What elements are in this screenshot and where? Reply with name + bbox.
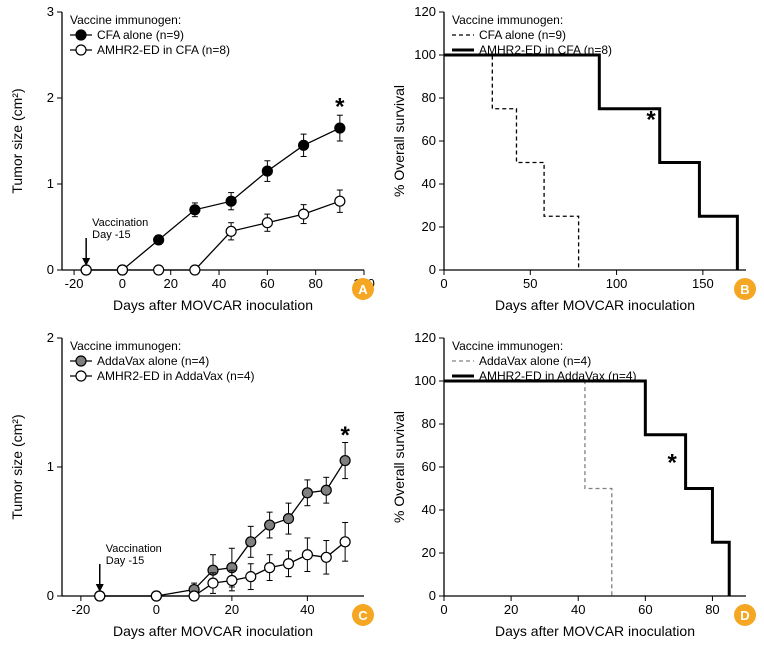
x-axis-label: Days after MOVCAR inoculation <box>113 623 313 639</box>
svg-text:60: 60 <box>422 459 436 474</box>
svg-text:-20: -20 <box>65 276 84 291</box>
svg-text:40: 40 <box>422 502 436 517</box>
svg-text:1: 1 <box>47 459 54 474</box>
svg-text:20: 20 <box>163 276 177 291</box>
svg-text:120: 120 <box>414 4 436 19</box>
panel-c: -20 0 20 40 0 1 2 Days after MOVCAR inoculation… <box>0 326 382 652</box>
y-axis-label: Tumor size (cm²) <box>9 414 25 519</box>
significance-star: * <box>668 450 678 477</box>
panel-badge: A <box>352 278 374 300</box>
significance-star: * <box>335 94 345 121</box>
svg-text:20: 20 <box>422 545 436 560</box>
significance-star: * <box>340 422 350 449</box>
svg-text:0: 0 <box>440 276 447 291</box>
figure: -200204060801000123Days after MOVCAR ino… <box>0 0 764 653</box>
svg-text:40: 40 <box>300 602 314 617</box>
panel-b: 0 50 100 150 0 20 40 60 80 100 120 Days after MOVCA… <box>382 0 764 326</box>
legend-item-label: AMHR2-ED in CFA (n=8) <box>479 43 612 57</box>
y-axis-label: % Overall survival <box>391 411 407 523</box>
legend-title: Vaccine immunogen: <box>70 13 181 27</box>
svg-text:0: 0 <box>440 602 447 617</box>
svg-text:Day -15: Day -15 <box>92 229 131 241</box>
svg-text:0: 0 <box>47 262 54 277</box>
svg-text:Vaccination: Vaccination <box>106 543 162 555</box>
panel-badge: D <box>734 604 756 626</box>
legend-title: Vaccine immunogen: <box>452 339 563 353</box>
panel-badge: C <box>352 604 374 626</box>
svg-text:120: 120 <box>414 330 436 345</box>
panel-a: -200204060801000123Days after MOVCAR ino… <box>0 0 382 326</box>
svg-text:50: 50 <box>523 276 537 291</box>
y-axis-label: % Overall survival <box>391 85 407 197</box>
svg-text:100: 100 <box>606 276 628 291</box>
svg-text:0: 0 <box>153 602 160 617</box>
legend-item-label: AMHR2-ED in CFA (n=8) <box>97 43 230 57</box>
x-axis-label: Days after MOVCAR inoculation <box>495 623 695 639</box>
legend-item-label: AddaVax alone (n=4) <box>479 354 591 368</box>
svg-text:60: 60 <box>260 276 274 291</box>
svg-text:2: 2 <box>47 90 54 105</box>
panel-badge: B <box>734 278 756 300</box>
svg-text:0: 0 <box>429 588 436 603</box>
svg-text:80: 80 <box>308 276 322 291</box>
svg-text:40: 40 <box>212 276 226 291</box>
svg-text:100: 100 <box>414 47 436 62</box>
svg-text:-20: -20 <box>71 602 90 617</box>
svg-text:80: 80 <box>705 602 719 617</box>
svg-text:60: 60 <box>638 602 652 617</box>
svg-text:40: 40 <box>422 176 436 191</box>
panel-d: 0 20 40 60 80 0 20 40 60 80 100 120 Days after MOVCA… <box>382 326 764 652</box>
significance-star: * <box>646 107 656 134</box>
svg-text:2: 2 <box>47 330 54 345</box>
svg-text:40: 40 <box>571 602 585 617</box>
svg-text:3: 3 <box>47 4 54 19</box>
svg-text:Vaccination: Vaccination <box>92 217 148 229</box>
x-axis-label: Days after MOVCAR inoculation <box>495 297 695 313</box>
y-axis-label: Tumor size (cm²) <box>9 88 25 193</box>
svg-text:80: 80 <box>422 90 436 105</box>
legend-item-label: AddaVax alone (n=4) <box>97 354 209 368</box>
svg-text:0: 0 <box>119 276 126 291</box>
svg-text:1: 1 <box>47 176 54 191</box>
x-axis-label: Days after MOVCAR inoculation <box>113 297 313 313</box>
svg-text:100: 100 <box>414 373 436 388</box>
svg-text:Day -15: Day -15 <box>106 555 145 567</box>
svg-text:80: 80 <box>422 416 436 431</box>
legend-item-label: AMHR2-ED in AddaVax (n=4) <box>97 369 255 383</box>
svg-text:0: 0 <box>47 588 54 603</box>
svg-text:0: 0 <box>429 262 436 277</box>
legend-title: Vaccine immunogen: <box>452 13 563 27</box>
legend-item-label: CFA alone (n=9) <box>97 28 184 42</box>
svg-text:20: 20 <box>422 219 436 234</box>
svg-text:60: 60 <box>422 133 436 148</box>
legend-title: Vaccine immunogen: <box>70 339 181 353</box>
svg-text:150: 150 <box>692 276 714 291</box>
svg-text:20: 20 <box>504 602 518 617</box>
svg-text:20: 20 <box>225 602 239 617</box>
legend-item-label: AMHR2-ED in AddaVax (n=4) <box>479 369 637 383</box>
legend-item-label: CFA alone (n=9) <box>479 28 566 42</box>
